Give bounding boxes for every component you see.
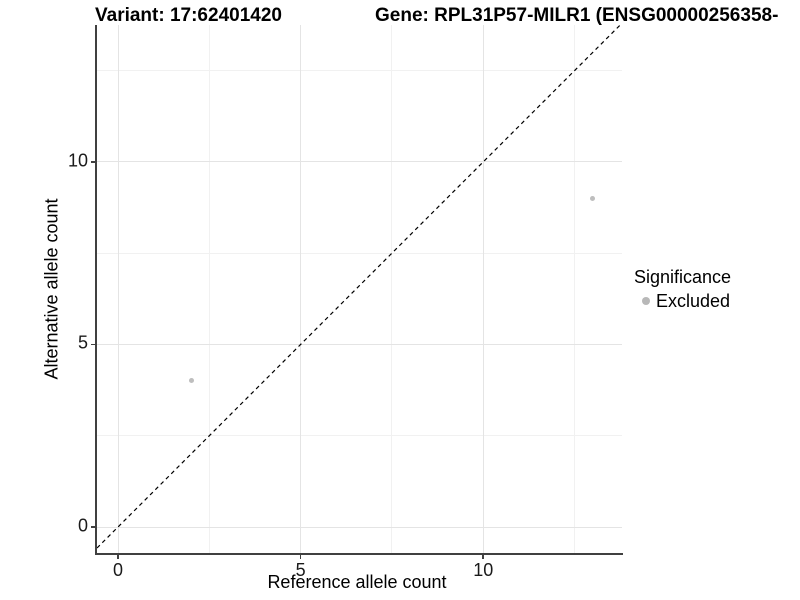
legend-items: Excluded <box>634 291 731 311</box>
x-tick-label: 5 <box>295 560 306 580</box>
legend-item-label: Excluded <box>656 291 731 311</box>
x-axis-line <box>95 553 623 555</box>
x-tick-label: 10 <box>473 560 494 580</box>
legend-key-circle-icon <box>642 297 650 305</box>
identity-reference-line <box>96 24 621 549</box>
x-tick-mark <box>299 553 302 559</box>
legend: Significance Excluded <box>634 266 731 311</box>
x-tick-mark <box>117 553 119 559</box>
y-minor-gridline <box>97 70 622 72</box>
x-tick-mark <box>482 553 484 559</box>
y-major-gridline <box>97 526 622 528</box>
y-minor-gridline <box>97 435 622 437</box>
y-tick-mark <box>91 526 97 528</box>
plot-title-variant: Variant: 17:62401420 <box>95 5 282 26</box>
x-axis-title: Reference allele count <box>267 572 447 592</box>
plot-panel <box>96 24 622 553</box>
legend-item: Excluded <box>634 291 731 311</box>
y-axis-title: Alternative allele count <box>41 198 62 380</box>
x-major-gridline <box>117 25 119 553</box>
legend-title: Significance <box>634 267 732 287</box>
y-tick-label: 10 <box>67 150 88 171</box>
plot-title-gene: Gene: RPL31P57-MILR1 (ENSG00000256358- <box>375 5 779 26</box>
x-minor-gridline <box>208 25 210 553</box>
x-major-gridline <box>300 25 302 553</box>
x-minor-gridline <box>574 25 576 553</box>
x-minor-gridline <box>391 25 393 553</box>
data-point <box>188 378 194 384</box>
y-major-gridline <box>97 343 622 345</box>
y-tick-mark <box>91 161 97 163</box>
y-tick-label: 5 <box>77 333 88 354</box>
y-minor-gridline <box>97 252 622 254</box>
y-tick-mark <box>91 343 97 346</box>
x-tick-label: 0 <box>112 560 124 580</box>
y-tick-label: 0 <box>77 515 88 536</box>
y-major-gridline <box>97 161 622 163</box>
y-axis-line <box>95 25 97 555</box>
data-point <box>590 195 596 201</box>
x-major-gridline <box>482 25 484 553</box>
